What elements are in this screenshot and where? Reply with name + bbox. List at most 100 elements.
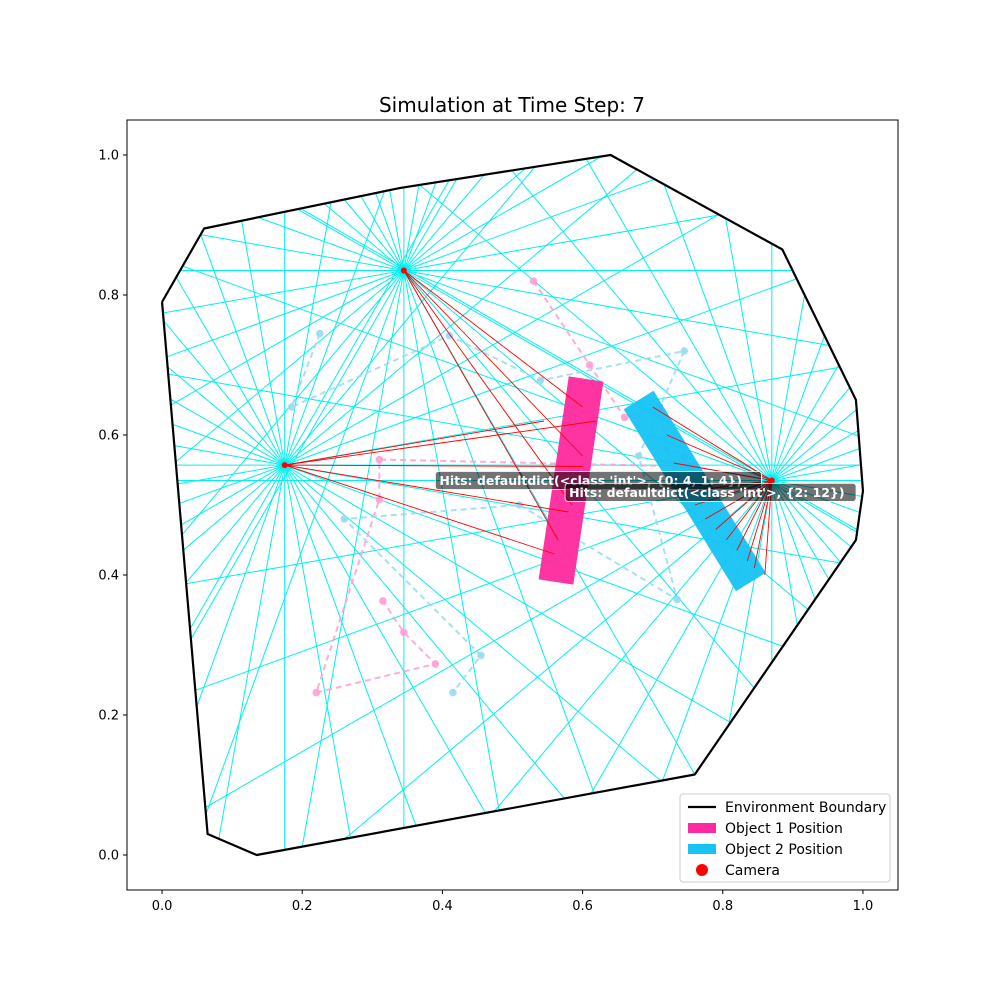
camera-0-ray	[389, 190, 405, 271]
camera-1-ray	[196, 464, 286, 708]
camera-0-hit-ray	[403, 270, 583, 457]
chart-title: Simulation at Time Step: 7	[379, 93, 645, 117]
hit-annotations: Hits: defaultdict(<class 'int'>, {0: 4, …	[434, 471, 857, 502]
y-axis-ticks: 0.0 0.2 0.4 0.6 0.8 1.0	[98, 149, 127, 864]
camera-1-ray	[163, 320, 286, 466]
y-tick-label: 1.0	[98, 149, 119, 164]
legend-patch-swatch	[688, 844, 716, 854]
camera-0-ray	[175, 270, 405, 463]
camera-1-ray	[284, 464, 783, 647]
camera-0-ray	[257, 216, 405, 271]
camera-2-ray	[590, 480, 773, 794]
legend-label: Environment Boundary	[725, 800, 886, 816]
camera-2-ray	[195, 480, 773, 691]
object-2-trail-point	[673, 595, 682, 604]
camera-2-ray	[419, 184, 773, 481]
camera-2-ray	[771, 294, 806, 481]
camera-0-ray	[403, 156, 602, 271]
camera-0-ray	[403, 178, 655, 271]
camera-2-ray	[725, 218, 773, 481]
camera-2-ray	[585, 158, 773, 481]
camera-0-ray	[343, 199, 405, 271]
x-axis-ticks: 0.0 0.2 0.4 0.6 0.8 1.0	[152, 890, 873, 914]
camera-1-ray	[284, 202, 332, 466]
camera-2-ray	[771, 448, 860, 481]
camera-0-ray	[403, 174, 485, 271]
camera-0-ray	[360, 195, 405, 271]
camera-1-ray	[284, 464, 731, 723]
camera-1-ray	[284, 366, 840, 466]
object-1-trail-point	[375, 455, 384, 464]
x-tick-label: 0.0	[152, 899, 173, 914]
camera-1-hit-ray	[284, 420, 597, 466]
camera-1-ray	[170, 398, 285, 466]
object-2-trail-point	[315, 329, 324, 338]
camera-2-ray	[771, 430, 859, 481]
camera-1-ray	[218, 465, 286, 839]
legend-patch-swatch	[688, 823, 716, 833]
camera-1-hit-ray	[284, 464, 583, 467]
legend-label: Object 2 Position	[725, 842, 843, 858]
camera-0-ray	[170, 270, 405, 406]
camera-0-ray	[403, 167, 526, 271]
camera-1-ray	[284, 166, 536, 466]
x-tick-label: 0.8	[712, 899, 733, 914]
camera-2-hit-ray	[652, 406, 773, 481]
camera-1-ray	[182, 464, 286, 551]
camera-1-ray	[172, 423, 285, 466]
camera-0-ray	[301, 270, 405, 847]
object-1-trail-point	[312, 688, 321, 697]
environment-boundary	[160, 153, 865, 857]
camera-1-ray	[284, 464, 486, 814]
legend-label: Object 1 Position	[725, 821, 843, 837]
object-1-trail-point	[529, 277, 538, 285]
camera-0-ray	[375, 192, 405, 271]
camera-0-ray	[323, 203, 405, 271]
camera-0-marker	[400, 267, 407, 274]
camera-2-ray	[771, 464, 862, 481]
camera-1-ray	[185, 464, 286, 583]
camera-1-marker	[281, 462, 288, 469]
hit-annotation-text: Hits: defaultdict(<class 'int'>, {2: 12}…	[569, 485, 844, 500]
object-1-trail-point	[375, 495, 384, 504]
camera-1-ray	[167, 366, 286, 466]
camera-1-ray	[174, 445, 285, 466]
camera-0-ray	[403, 184, 420, 271]
object-2-trail-point	[680, 347, 689, 355]
camera-0-ray	[403, 270, 500, 811]
camera-0-ray	[166, 270, 405, 358]
camera-1-ray	[284, 465, 351, 838]
camera-1-hit-ray	[284, 420, 545, 466]
boundary-line	[160, 153, 865, 857]
camera-1-ray	[284, 214, 720, 466]
camera-1-ray	[284, 464, 417, 826]
camera-2-ray	[771, 335, 825, 481]
camera-1-ray	[189, 464, 286, 630]
object-2-trail-point	[287, 403, 296, 411]
legend-label: Camera	[725, 863, 780, 879]
y-tick-label: 0.8	[98, 289, 119, 304]
object-2-trail-point	[340, 515, 349, 523]
x-tick-label: 0.2	[292, 899, 313, 914]
hit-annotation-box	[564, 482, 857, 502]
camera-0-ray	[403, 270, 830, 347]
camera-2-ray	[344, 480, 773, 840]
camera-1-ray	[200, 234, 286, 466]
camera-2-marker	[768, 477, 775, 484]
camera-1-ray	[175, 276, 286, 466]
camera-1-hit-ray	[284, 464, 555, 555]
camera-1-ray	[179, 464, 285, 504]
camera-2-ray	[511, 170, 773, 481]
camera-1-ray	[284, 169, 638, 466]
x-tick-label: 0.6	[572, 899, 593, 914]
camera-2-ray	[771, 364, 840, 481]
camera-1-ray	[284, 191, 385, 466]
camera-2-ray	[300, 208, 773, 481]
camera-0-ray	[403, 178, 458, 271]
y-tick-label: 0.0	[98, 849, 119, 864]
camera-1-ray	[284, 464, 565, 799]
camera-0-ray	[403, 214, 720, 271]
y-tick-label: 0.4	[98, 569, 119, 584]
camera-0-hit-ray	[403, 270, 559, 541]
